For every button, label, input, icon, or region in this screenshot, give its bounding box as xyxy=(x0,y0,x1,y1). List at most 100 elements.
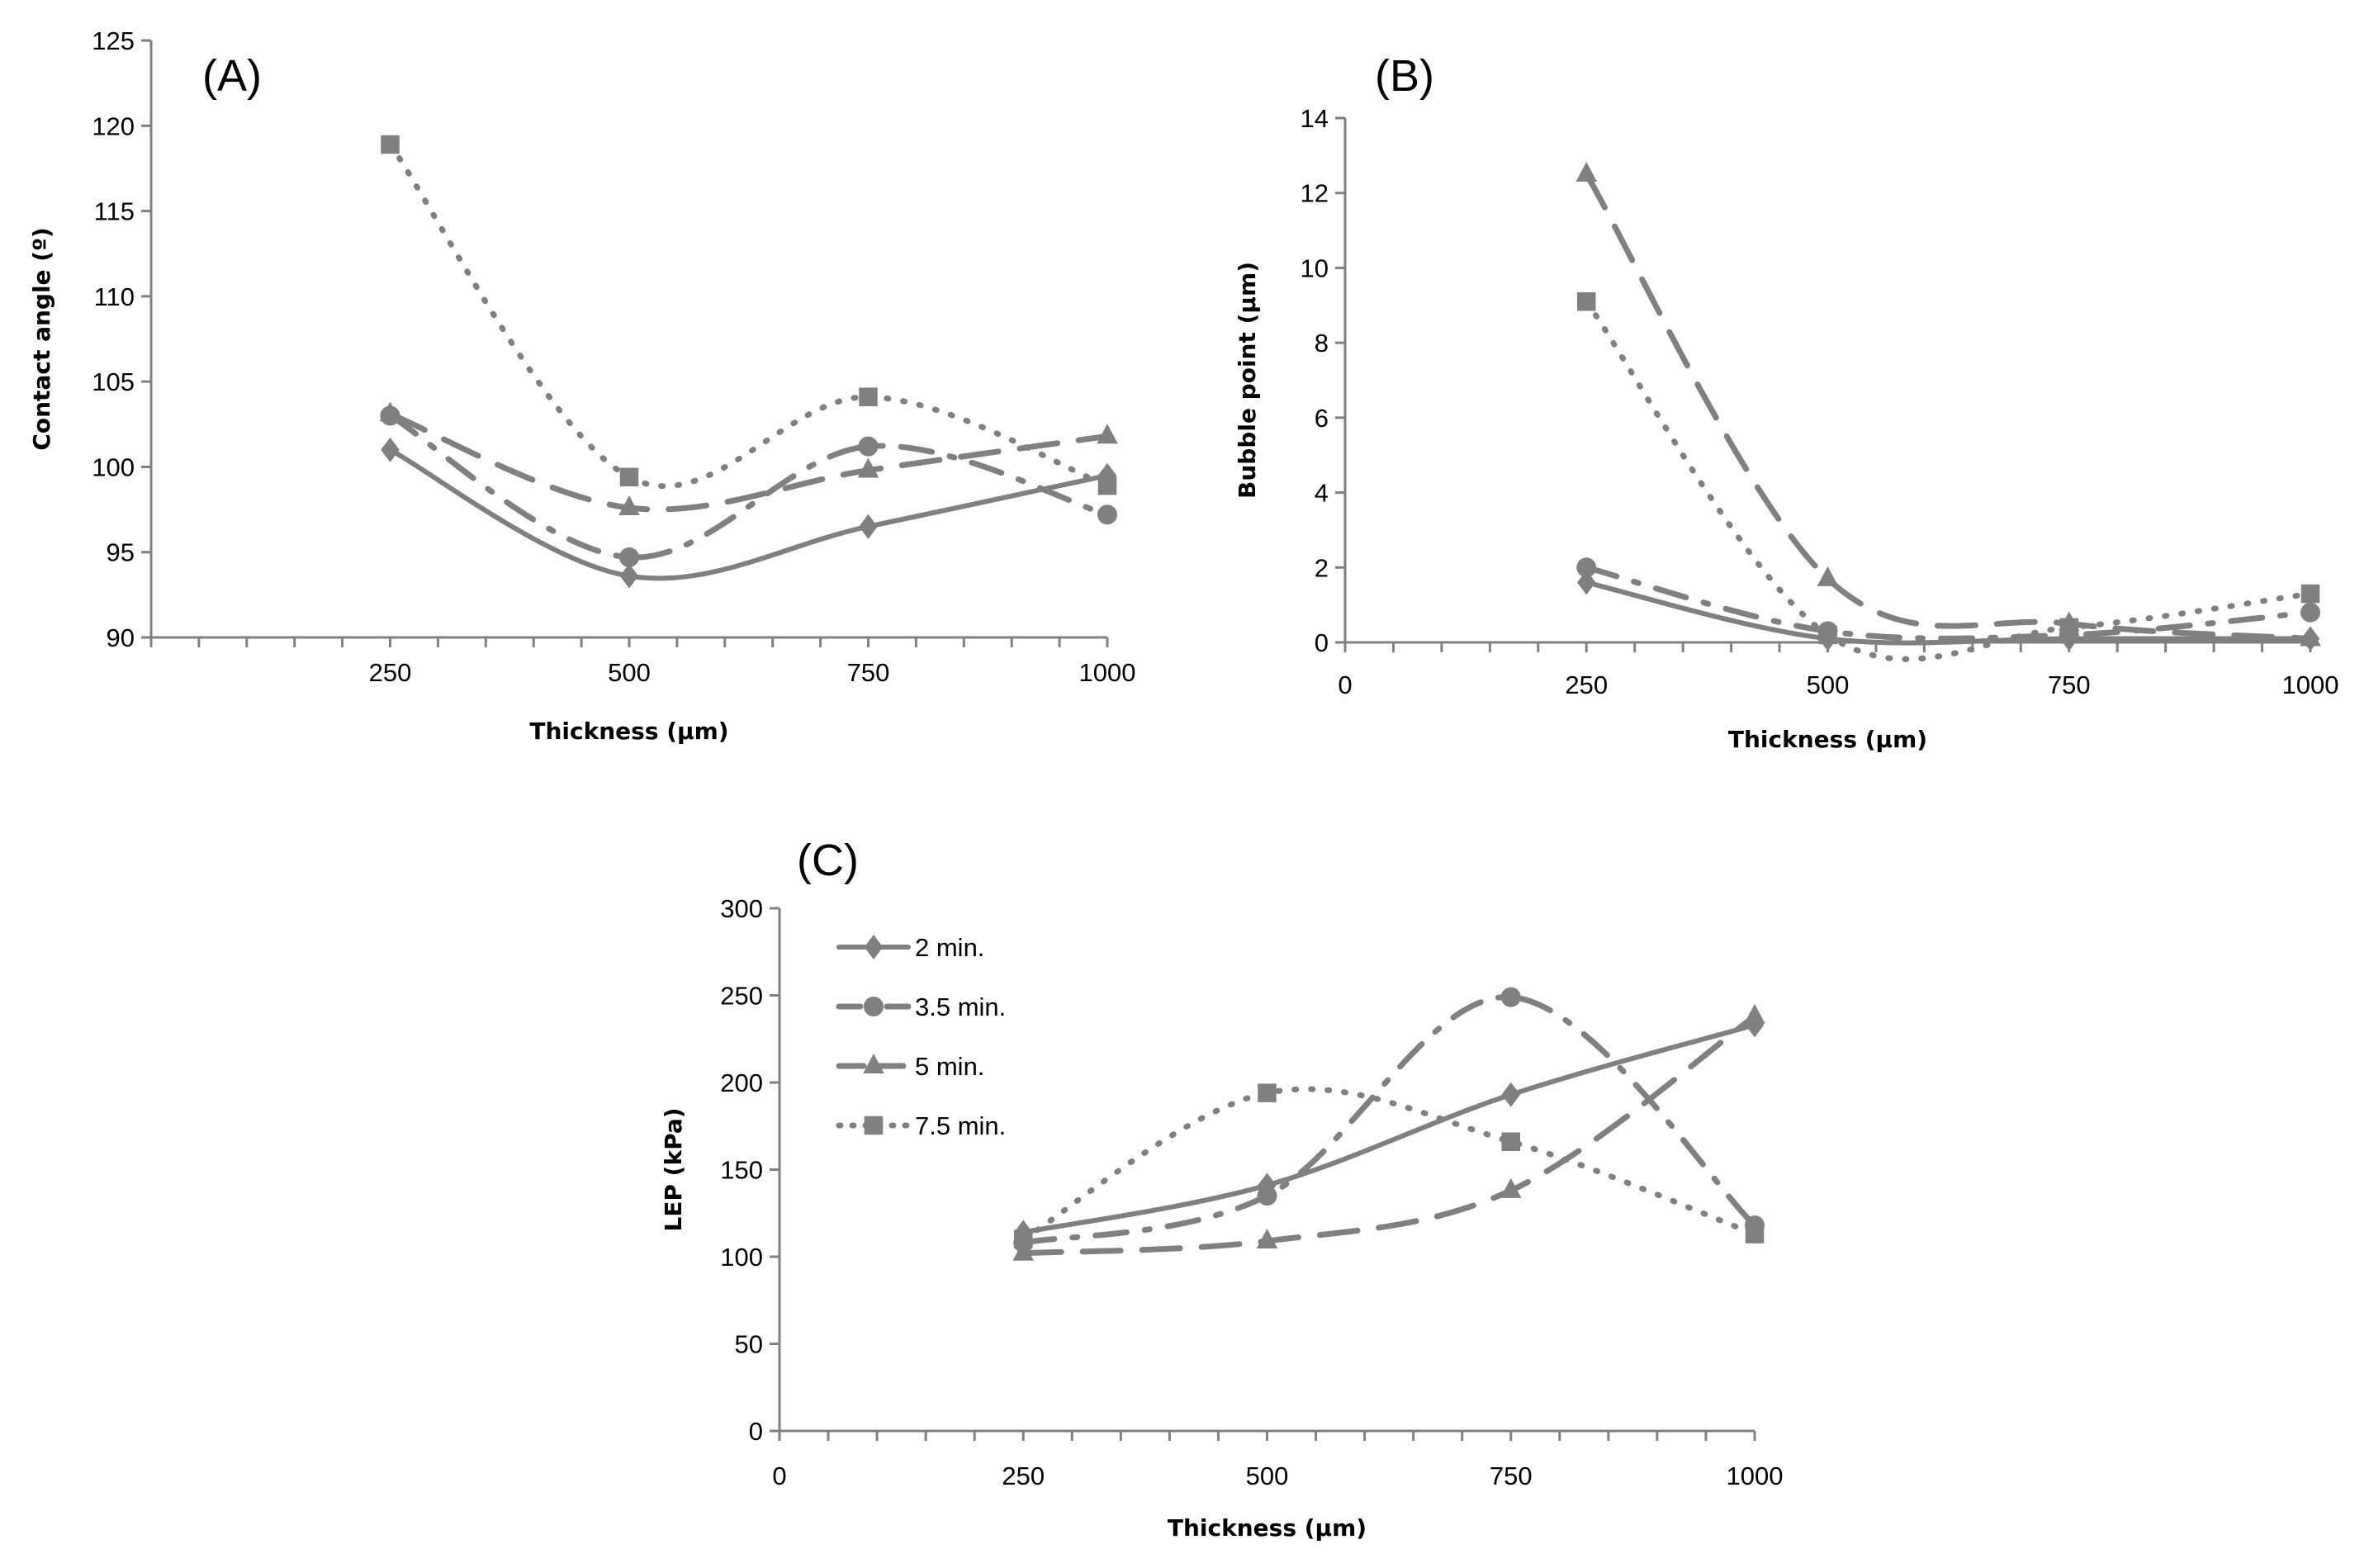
y-tick-label: 2 xyxy=(1315,553,1329,582)
square-marker xyxy=(619,467,639,487)
series-line xyxy=(387,141,1111,490)
triangle-marker xyxy=(857,457,879,478)
x-tick-label: 0 xyxy=(772,1461,786,1490)
legend: 2 min. 3.5 min. 5 min. 7.5 min. xyxy=(836,933,1006,1140)
square-marker xyxy=(381,135,400,154)
panel-label: (A) xyxy=(202,51,262,101)
diamond-marker xyxy=(381,437,400,462)
square-marker xyxy=(1577,292,1596,311)
circle-marker xyxy=(1257,1186,1277,1206)
y-tick-label: 50 xyxy=(735,1330,763,1359)
y-tick-label: 110 xyxy=(94,282,135,311)
x-tick-label: 500 xyxy=(608,658,651,687)
square-marker xyxy=(1097,476,1117,495)
y-tick-label: 8 xyxy=(1315,329,1329,358)
series-line xyxy=(387,447,1110,581)
triangle-marker xyxy=(1500,1177,1522,1198)
series-7-5-min xyxy=(1577,292,2320,662)
x-axis-title: Thickness (µm) xyxy=(1168,1514,1367,1542)
panel-label: (C) xyxy=(797,836,859,885)
x-tick-label: 1000 xyxy=(2282,670,2339,699)
square-marker xyxy=(2300,584,2320,604)
x-axis-title: Thickness (µm) xyxy=(529,718,728,745)
y-tick-label: 12 xyxy=(1301,179,1329,208)
x-tick-label: 250 xyxy=(1002,1461,1045,1490)
series-line xyxy=(1020,1013,1758,1257)
x-tick-label: 250 xyxy=(369,658,412,687)
series-line xyxy=(1584,580,2313,646)
chart-panel-a: 90 95 100 105 110 115 120 125 250 500 750 1000 Thick… xyxy=(28,26,1135,745)
triangle-marker xyxy=(618,495,640,516)
x-tick-label: 750 xyxy=(847,658,890,687)
y-tick-label: 0 xyxy=(1315,628,1329,657)
circle-marker xyxy=(1576,557,1597,578)
square-marker xyxy=(2059,618,2078,637)
series-line xyxy=(1583,564,2314,642)
series-2-min xyxy=(1014,1012,1765,1245)
y-axis-title: LEP (kPa) xyxy=(660,1107,687,1231)
x-tick-label: 1000 xyxy=(1727,1461,1784,1490)
legend-item: 2 min. xyxy=(836,933,984,962)
x-tick-label: 0 xyxy=(1338,670,1352,699)
circle-marker xyxy=(864,997,884,1016)
x-tick-label: 250 xyxy=(1565,670,1608,699)
series-line xyxy=(1583,171,2314,642)
triangle-marker xyxy=(1256,1229,1278,1249)
triangle-marker xyxy=(1097,424,1118,444)
chart-panel-c: 0 50 100 150 200 250 300 0 250 500 750 1000 Thicknes… xyxy=(660,836,1783,1542)
y-tick-label: 105 xyxy=(92,367,135,396)
circle-marker xyxy=(619,547,639,567)
y-tick-label: 100 xyxy=(720,1243,763,1272)
series-line xyxy=(1020,994,1758,1246)
diamond-marker xyxy=(1577,570,1596,595)
triangle-marker xyxy=(1744,1003,1765,1024)
series-7-5-min xyxy=(1014,1083,1765,1249)
chart-panel-b: 0 2 4 6 8 10 12 14 0 250 500 750 1000 Thickness (µm) B… xyxy=(1234,51,2338,753)
y-tick-label: 14 xyxy=(1301,104,1329,133)
y-tick-label: 300 xyxy=(720,894,763,923)
triangle-marker xyxy=(863,1054,884,1073)
y-tick-label: 100 xyxy=(92,452,135,481)
legend-item: 3.5 min. xyxy=(836,992,1006,1021)
triangle-marker xyxy=(379,401,401,422)
y-tick-label: 95 xyxy=(107,538,135,567)
y-tick-label: 4 xyxy=(1315,479,1329,508)
square-marker xyxy=(1818,625,1837,645)
x-tick-label: 1000 xyxy=(1079,658,1136,687)
series-line xyxy=(387,412,1111,561)
circle-marker xyxy=(2300,602,2320,623)
series-7-5-min xyxy=(381,135,1117,495)
series-line xyxy=(387,410,1111,513)
x-tick-label: 750 xyxy=(1490,1461,1533,1490)
circle-marker xyxy=(1097,505,1117,525)
diamond-marker xyxy=(619,563,639,589)
series-line xyxy=(1583,298,2314,662)
triangle-marker xyxy=(1817,566,1839,586)
x-tick-label: 500 xyxy=(1246,1461,1289,1490)
y-tick-label: 125 xyxy=(92,26,135,55)
series-3-5-min xyxy=(380,405,1117,567)
triangle-marker xyxy=(1575,162,1597,182)
legend-label: 7.5 min. xyxy=(915,1111,1006,1140)
square-marker xyxy=(1501,1132,1520,1151)
y-tick-label: 200 xyxy=(720,1068,763,1097)
y-tick-label: 0 xyxy=(749,1417,763,1446)
square-marker xyxy=(864,1116,884,1135)
triangle-marker xyxy=(2300,626,2321,647)
diamond-marker xyxy=(1501,1082,1520,1107)
y-tick-label: 150 xyxy=(720,1156,763,1185)
diamond-marker xyxy=(864,935,884,959)
square-marker xyxy=(1745,1225,1765,1244)
panel-label: (B) xyxy=(1375,51,1434,101)
diamond-marker xyxy=(859,514,878,539)
circle-marker xyxy=(858,436,879,457)
y-tick-label: 90 xyxy=(107,623,135,652)
legend-label: 2 min. xyxy=(915,933,984,962)
y-axis-title: Contact angle (º) xyxy=(28,227,55,450)
series-5-min xyxy=(1575,162,2321,647)
triangle-marker xyxy=(1012,1240,1034,1261)
legend-label: 3.5 min. xyxy=(915,992,1006,1021)
y-tick-label: 6 xyxy=(1315,404,1329,433)
y-tick-label: 250 xyxy=(720,982,763,1011)
